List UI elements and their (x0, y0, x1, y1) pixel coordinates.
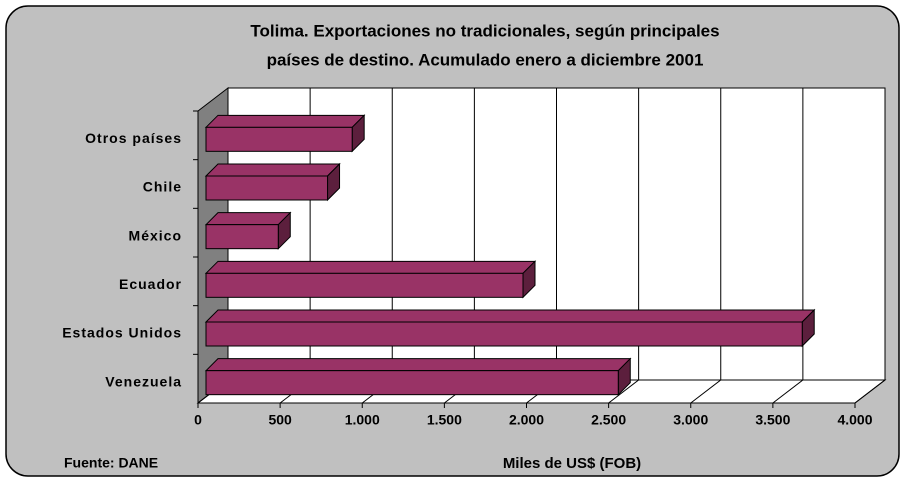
x-tick-label: 2.500 (591, 412, 626, 428)
bar (205, 370, 619, 396)
x-tick-label: 3.500 (755, 412, 790, 428)
x-tick-label: 0 (194, 412, 202, 428)
y-tick-label: México (129, 227, 182, 243)
x-tick-label: 4.000 (837, 412, 872, 428)
grid-line (772, 379, 804, 404)
grid-line (608, 379, 639, 404)
bar (205, 224, 279, 250)
grid-line (690, 379, 722, 404)
y-tick-label: Venezuela (105, 373, 182, 389)
bar (205, 126, 353, 152)
chart-title-line: países de destino. Acumulado enero a dic… (267, 50, 704, 69)
bar-top (204, 212, 292, 226)
y-tick-label: Chile (143, 179, 182, 195)
x-tick-label: 3.000 (673, 412, 708, 428)
grid-line (854, 379, 886, 404)
source-note: Fuente: DANE (64, 455, 158, 471)
bar-top (204, 358, 632, 372)
x-axis-label: Miles de US$ (FOB) (503, 455, 641, 472)
bar (205, 321, 803, 347)
x-tick-label: 500 (268, 412, 292, 428)
x-tick-label: 2.000 (509, 412, 544, 428)
y-tick-label: Otros países (85, 130, 182, 146)
bar-top (204, 260, 537, 274)
bar (205, 175, 329, 201)
bar-top (204, 163, 341, 177)
chart-title: Tolima. Exportaciones no tradicionales, … (250, 21, 719, 40)
bar-top (204, 309, 816, 323)
y-tick-label: Ecuador (119, 276, 182, 292)
y-tick-label: Estados Unidos (62, 325, 182, 341)
bar (205, 272, 524, 298)
bar-top (204, 114, 366, 128)
x-tick-label: 1.000 (345, 412, 380, 428)
x-tick-label: 1.500 (427, 412, 462, 428)
